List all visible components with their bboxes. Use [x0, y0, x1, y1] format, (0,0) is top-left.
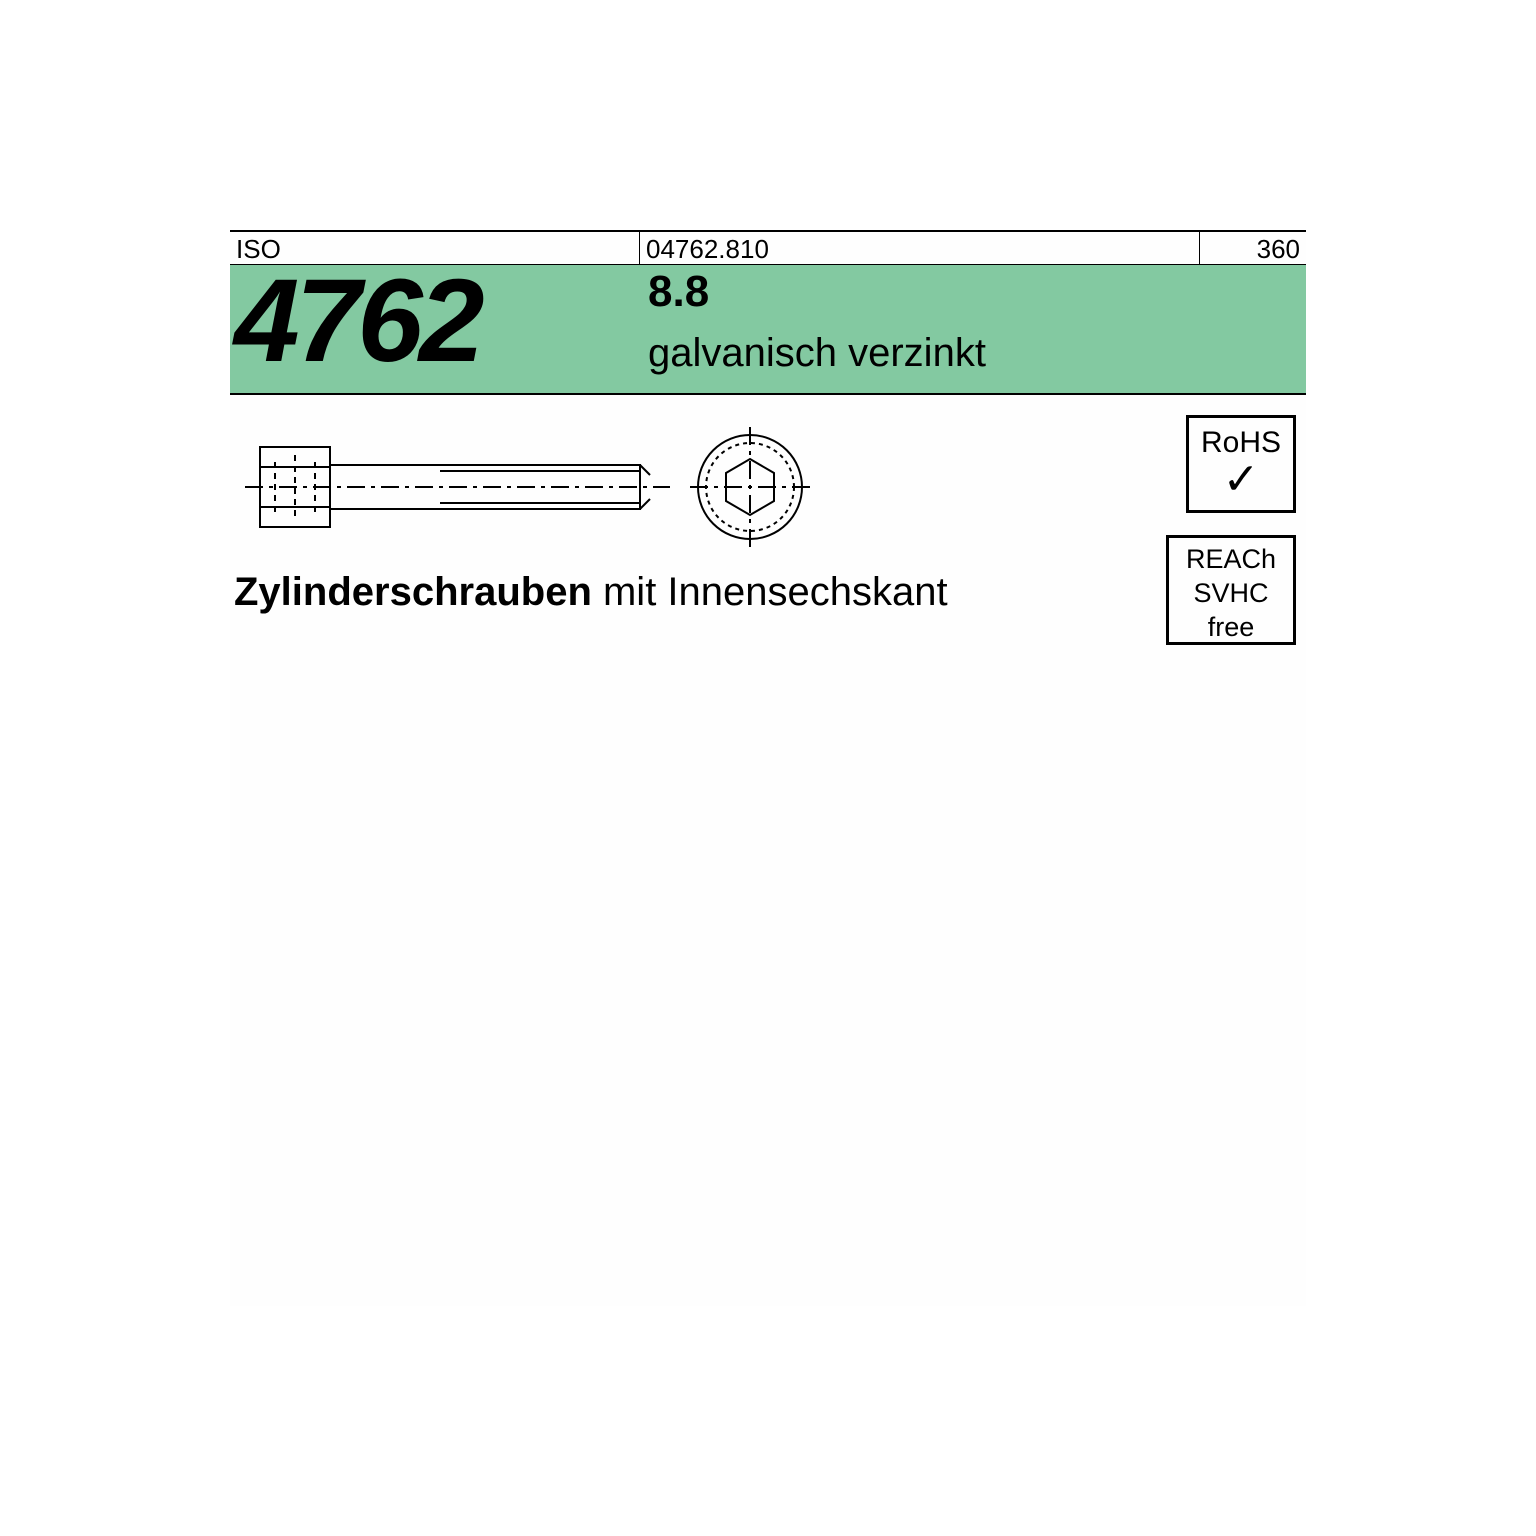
reach-line3: free	[1169, 610, 1293, 644]
green-band: 4762 8.8 galvanisch verzinkt	[230, 265, 1306, 395]
standard-number: 4762	[234, 253, 481, 389]
reach-line1: REACh	[1169, 542, 1293, 576]
screw-diagram-icon	[240, 417, 840, 557]
title-rest: mit Innensechskant	[592, 570, 948, 614]
checkmark-icon: ✓	[1189, 460, 1293, 500]
grade-value: 8.8	[648, 267, 709, 317]
title-bold: Zylinderschrauben	[234, 570, 592, 614]
finish-text: galvanisch verzinkt	[648, 331, 986, 376]
reach-line2: SVHC	[1169, 576, 1293, 610]
diagram-row: RoHS ✓ REACh SVHC free	[230, 395, 1306, 575]
reach-badge: REACh SVHC free	[1166, 535, 1296, 645]
datasheet-card: ISO 04762.810 360 4762 8.8 galvanisch ve…	[230, 230, 1306, 1306]
rohs-badge: RoHS ✓	[1186, 415, 1296, 513]
angle-value: 360	[1200, 232, 1306, 264]
product-code: 04762.810	[640, 232, 1200, 264]
product-title: Zylinderschrauben mit Innensechskant	[234, 570, 948, 615]
